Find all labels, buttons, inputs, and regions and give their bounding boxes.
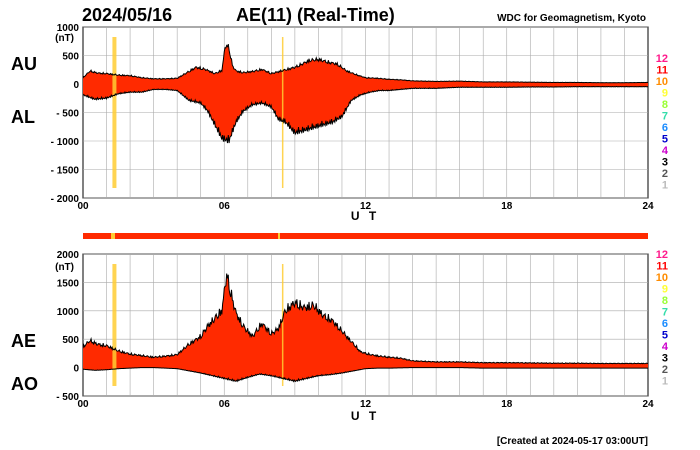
y-tick-label: 1500 [57,278,80,289]
y-tick-label: 500 [62,52,79,63]
marker-stripe [112,264,117,386]
station-label: 4 [662,145,669,157]
station-label: 3 [662,353,668,365]
station-label: 9 [662,88,668,100]
x-tick-label: 06 [219,201,231,212]
station-label: 6 [662,122,668,134]
series-line-al [82,85,649,144]
station-label: 8 [662,295,668,307]
series-line-ae [82,273,649,365]
y-tick-label: - 2000 [51,194,80,205]
unit-label: (nT) [55,33,74,44]
y-tick-label: - 500 [56,109,79,120]
x-axis-label: U T [351,409,379,423]
station-label: 10 [656,76,668,88]
x-tick-label: 12 [360,201,372,212]
station-label: 7 [662,111,668,123]
y-tick-label: 1000 [57,23,80,34]
station-label: 11 [656,65,668,77]
station-label: 2 [662,168,668,180]
station-label: 4 [662,341,669,353]
y-tick-label: - 500 [56,392,79,403]
data-source: WDC for Geomagnetism, Kyoto [497,13,646,24]
y-tick-label: 1000 [57,307,80,318]
au-label: AU [11,54,37,74]
station-label: 6 [662,318,668,330]
x-tick-label: 18 [501,201,513,212]
station-bar-marker [111,233,115,239]
station-label: 11 [656,261,668,273]
area-fill [83,273,648,382]
x-tick-label: 12 [360,399,372,410]
x-tick-label: 18 [501,399,513,410]
y-tick-label: - 1000 [51,137,80,148]
x-tick-label: 00 [77,399,89,410]
y-tick-label: 0 [73,80,79,91]
station-label: 5 [662,134,668,146]
x-axis-label: U T [351,209,379,223]
unit-label: (nT) [55,262,74,273]
x-tick-label: 24 [642,201,654,212]
station-coverage-bar [83,233,648,239]
x-tick-label: 06 [219,399,231,410]
series-line-ao [82,367,649,383]
au-al-panel: AU AL (nT) U T 1000 500 0 - 500 - 1000 - 1500… [11,23,654,223]
series-line-au [82,43,649,84]
station-label: 12 [656,249,668,261]
station-label: 9 [662,284,668,296]
station-label: 1 [662,180,668,192]
y-tick-label: 500 [62,335,79,346]
x-tick-label: 24 [642,399,654,410]
y-tick-label: 0 [73,364,79,375]
station-label: 3 [662,157,668,169]
al-label: AL [11,107,35,127]
y-tick-label: - 1500 [51,166,80,177]
ao-label: AO [11,374,38,394]
station-label: 1 [662,376,668,388]
station-label: 12 [656,53,668,65]
marker-stripe [112,37,117,188]
station-label: 2 [662,364,668,376]
station-label: 10 [656,272,668,284]
y-tick-label: 2000 [57,250,80,261]
created-timestamp: [Created at 2024-05-17 03:00UT] [497,436,648,447]
station-label: 5 [662,330,668,342]
plot-title: AE(11) (Real-Time) [236,5,395,25]
marker-stripe [281,264,284,386]
station-label: 8 [662,99,668,111]
marker-stripe [281,37,284,188]
x-tick-label: 00 [77,201,89,212]
plot-date: 2024/05/16 [82,5,172,25]
station-bar-marker [278,233,280,239]
ae-label: AE [11,331,36,351]
station-label: 7 [662,307,668,319]
